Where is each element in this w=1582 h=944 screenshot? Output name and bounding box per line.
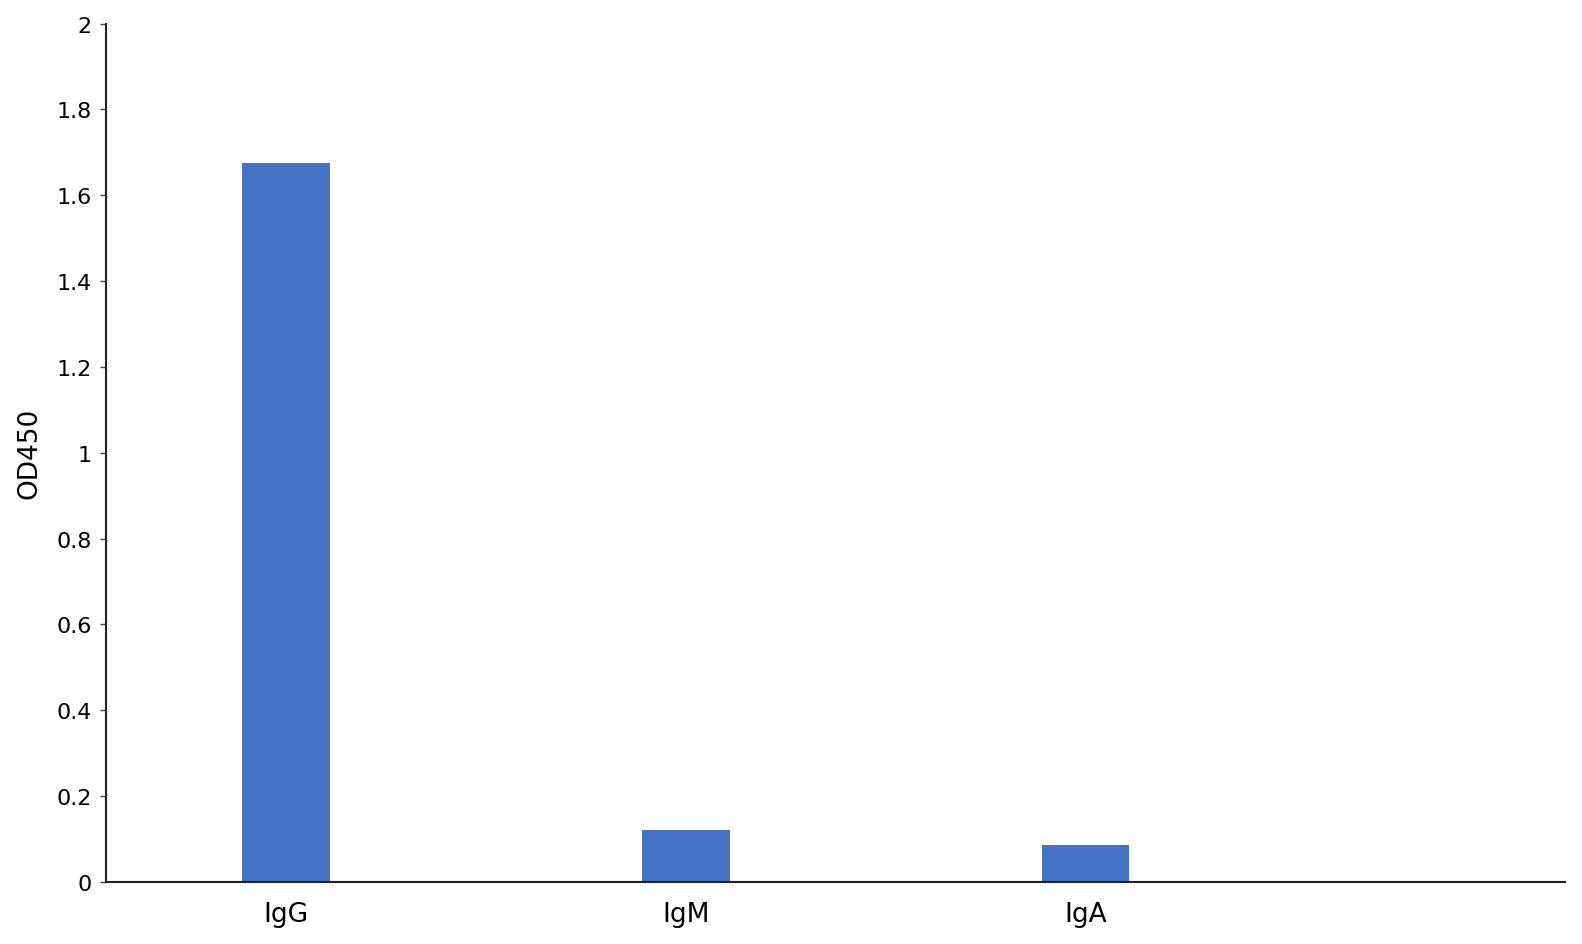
Bar (642, 831, 729, 882)
Bar (242, 164, 329, 882)
Bar (1041, 846, 1130, 882)
Y-axis label: OD450: OD450 (17, 408, 43, 498)
